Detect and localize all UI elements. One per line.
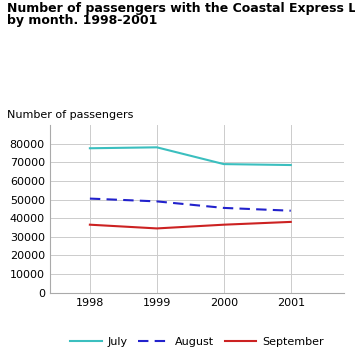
- Text: Number of passengers: Number of passengers: [7, 110, 133, 120]
- Text: by month. 1998-2001: by month. 1998-2001: [7, 14, 158, 27]
- Text: Number of passengers with the Coastal Express Liner,: Number of passengers with the Coastal Ex…: [7, 2, 355, 15]
- Legend: July, August, September: July, August, September: [66, 332, 328, 351]
